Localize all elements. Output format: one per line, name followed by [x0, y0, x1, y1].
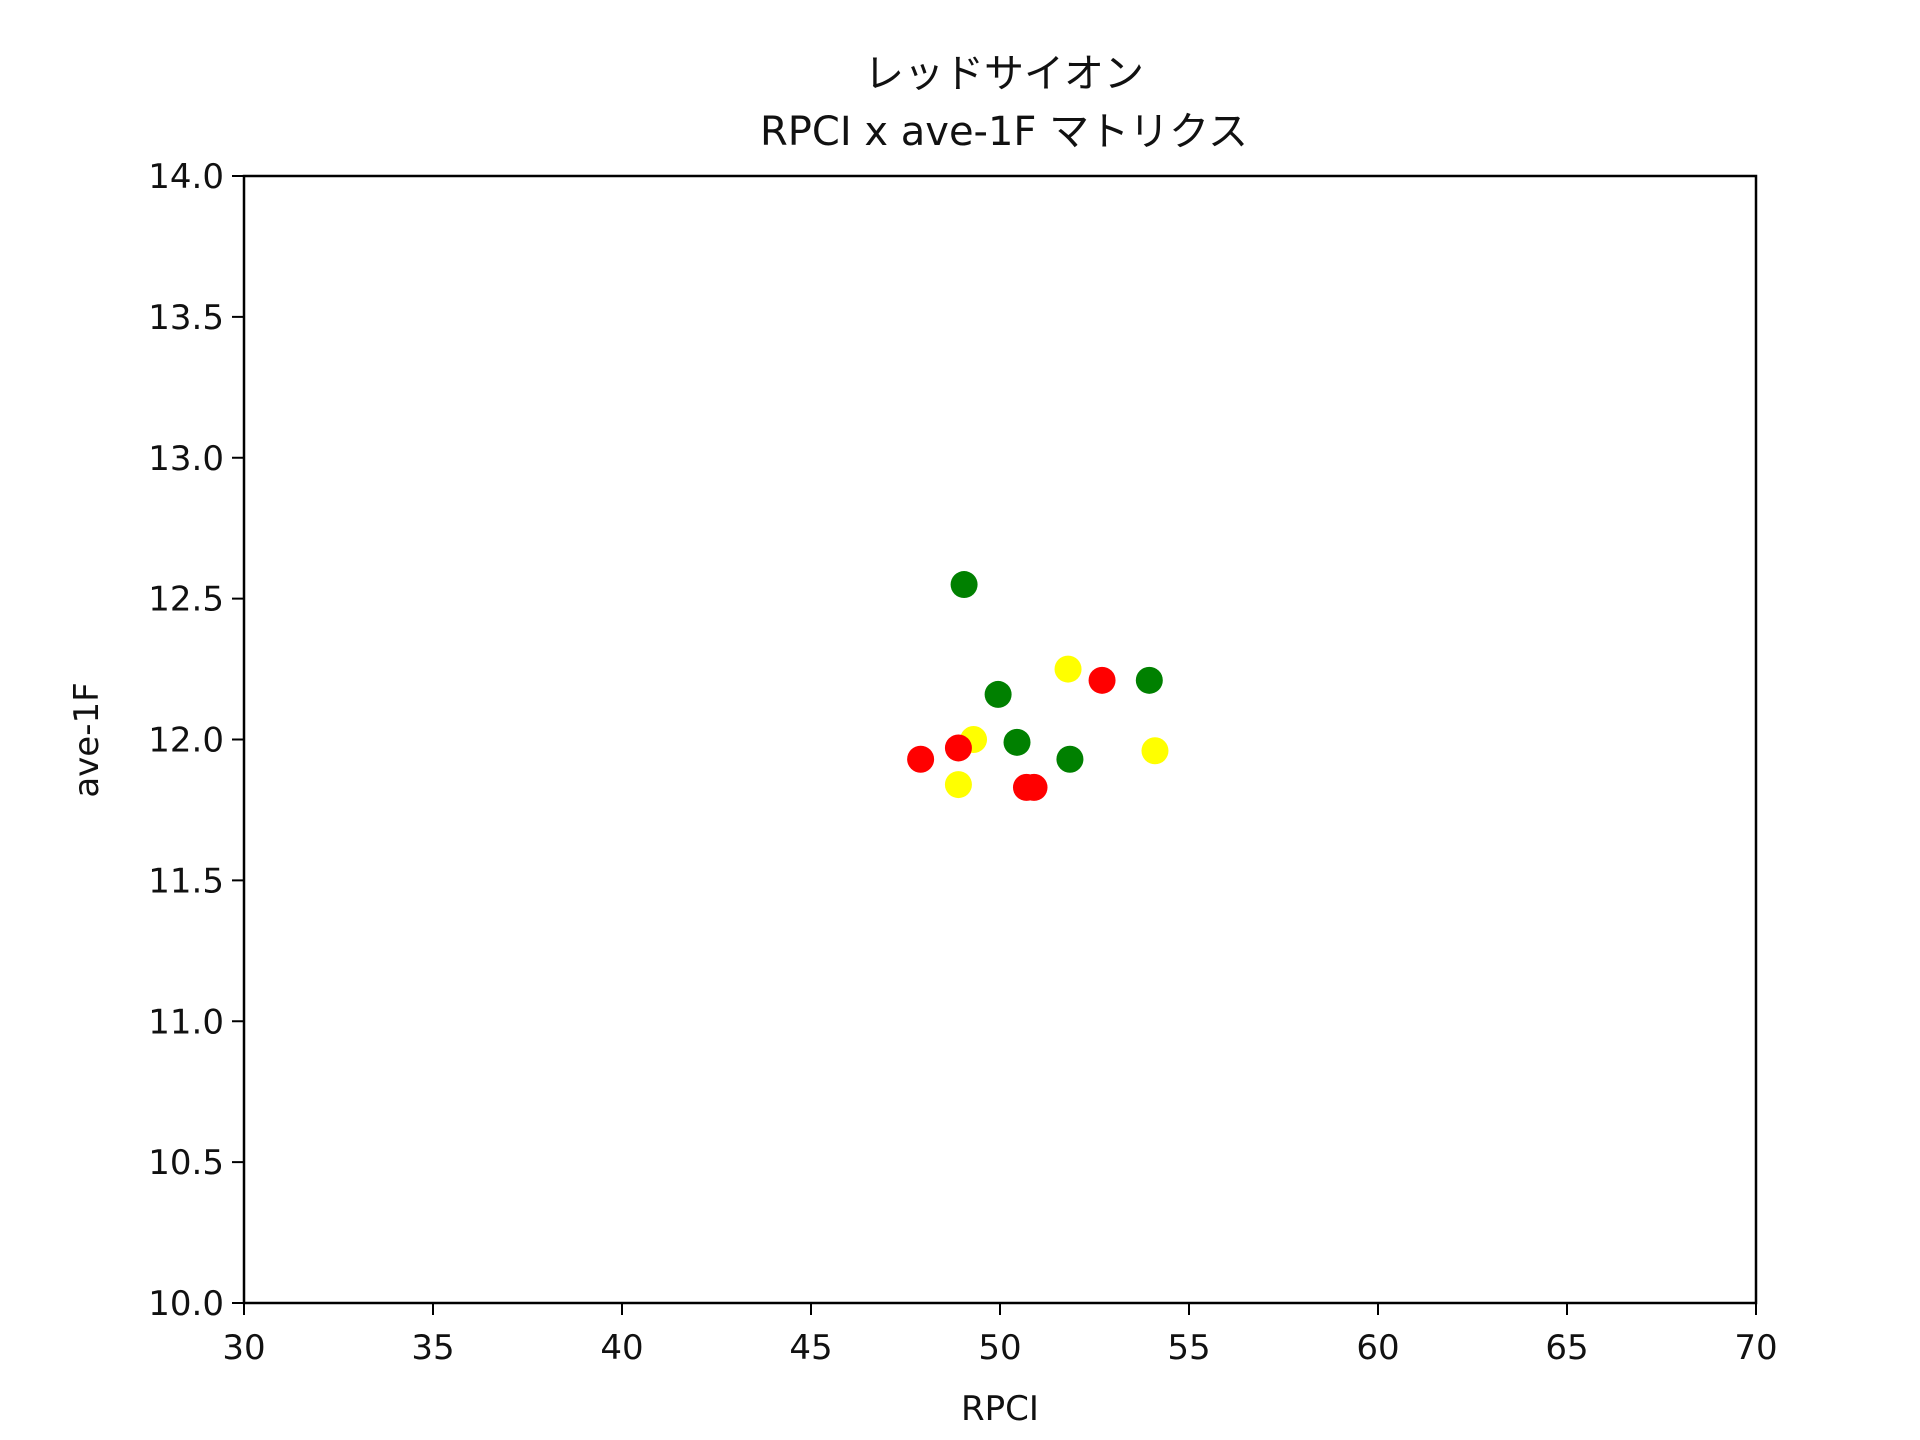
x-tick-label: 55: [1167, 1328, 1210, 1368]
scatter-point: [944, 771, 972, 799]
ticks-layer: 30 35 40 45 50 55 60 65 70 10.0 10.5 11.0 11.5 12.0 12…: [148, 157, 1777, 1368]
chart-title: レッドサイオン: [864, 51, 1144, 97]
plot-frame: [242, 174, 1758, 1305]
y-tick-label: 13.5: [148, 298, 224, 338]
y-tick-label: 11.5: [148, 861, 224, 901]
scatter-point: [1141, 737, 1169, 765]
x-axis-label: RPCI: [961, 1389, 1039, 1429]
x-tick-label: 45: [789, 1328, 832, 1368]
x-tick-label: 60: [1356, 1328, 1399, 1368]
y-tick-label: 10.5: [148, 1143, 224, 1183]
scatter-point: [1054, 655, 1082, 683]
x-tick-label: 50: [978, 1328, 1021, 1368]
scatter-point: [1003, 728, 1031, 756]
y-tick-label: 14.0: [148, 157, 224, 197]
scatter-point: [1088, 666, 1116, 694]
x-tick-label: 35: [411, 1328, 454, 1368]
x-tick-label: 30: [222, 1328, 265, 1368]
scatter-point: [1020, 773, 1048, 801]
y-tick-label: 12.5: [148, 580, 224, 620]
x-tick-label: 40: [600, 1328, 643, 1368]
scatter-point: [1135, 666, 1163, 694]
x-tick-label: 70: [1734, 1328, 1777, 1368]
y-tick-label: 12.0: [148, 721, 224, 761]
y-tick-label: 11.0: [148, 1002, 224, 1042]
y-axis-label: ave-1F: [67, 682, 107, 797]
scatter-point: [1056, 745, 1084, 773]
scatter-point: [950, 571, 978, 599]
scatter-point: [944, 734, 972, 762]
chart-subtitle: RPCI x ave-1F マトリクス: [760, 109, 1248, 155]
y-tick-label: 10.0: [148, 1284, 224, 1324]
x-tick-label: 65: [1545, 1328, 1588, 1368]
y-tick-label: 13.0: [148, 439, 224, 479]
points-layer: [907, 571, 1169, 801]
scatter-point: [984, 680, 1012, 708]
scatter-point: [907, 745, 935, 773]
